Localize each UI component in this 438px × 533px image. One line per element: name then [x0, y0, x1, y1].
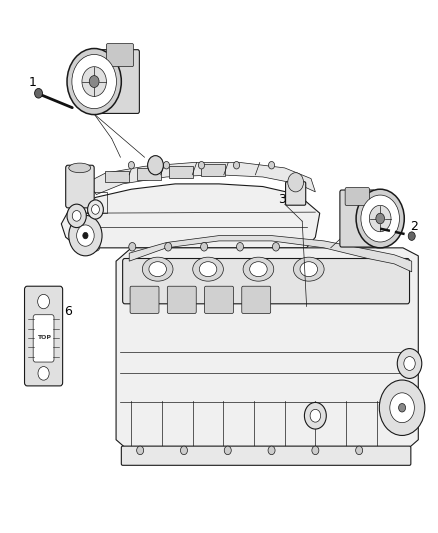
Ellipse shape — [149, 262, 166, 277]
Circle shape — [268, 161, 275, 169]
Ellipse shape — [199, 262, 217, 277]
FancyBboxPatch shape — [101, 50, 139, 114]
Circle shape — [163, 161, 170, 169]
Circle shape — [268, 446, 275, 455]
Circle shape — [93, 243, 100, 251]
Circle shape — [69, 215, 102, 256]
FancyBboxPatch shape — [345, 188, 370, 206]
Circle shape — [88, 200, 103, 219]
Circle shape — [379, 380, 425, 435]
Polygon shape — [137, 168, 161, 180]
Circle shape — [233, 161, 240, 169]
Polygon shape — [169, 166, 193, 178]
Polygon shape — [105, 171, 129, 182]
Circle shape — [35, 88, 42, 98]
Circle shape — [82, 67, 106, 96]
FancyBboxPatch shape — [25, 286, 63, 386]
Circle shape — [237, 243, 244, 251]
Circle shape — [77, 225, 94, 246]
Circle shape — [369, 205, 391, 232]
Polygon shape — [116, 248, 418, 453]
FancyBboxPatch shape — [167, 286, 196, 313]
Ellipse shape — [300, 262, 318, 277]
Text: 6: 6 — [64, 305, 72, 318]
Circle shape — [312, 446, 319, 455]
Circle shape — [38, 294, 49, 309]
Circle shape — [67, 49, 121, 115]
Polygon shape — [61, 184, 320, 248]
FancyBboxPatch shape — [340, 190, 374, 247]
Circle shape — [356, 446, 363, 455]
Polygon shape — [88, 163, 315, 195]
FancyBboxPatch shape — [106, 44, 134, 67]
FancyBboxPatch shape — [66, 165, 94, 208]
Circle shape — [310, 409, 321, 422]
Circle shape — [399, 403, 406, 412]
Text: 3: 3 — [279, 193, 286, 206]
Text: TOP: TOP — [37, 335, 50, 341]
Circle shape — [408, 232, 415, 240]
Circle shape — [137, 446, 144, 455]
Circle shape — [72, 54, 117, 109]
FancyBboxPatch shape — [205, 286, 233, 313]
FancyBboxPatch shape — [123, 259, 410, 304]
FancyBboxPatch shape — [286, 182, 306, 205]
Ellipse shape — [250, 262, 267, 277]
Circle shape — [201, 243, 208, 251]
Ellipse shape — [69, 163, 91, 173]
Circle shape — [376, 213, 385, 224]
Circle shape — [92, 205, 99, 214]
Circle shape — [224, 446, 231, 455]
Polygon shape — [129, 236, 412, 272]
Circle shape — [304, 402, 326, 429]
Ellipse shape — [142, 257, 173, 281]
Circle shape — [356, 189, 404, 248]
Circle shape — [272, 243, 279, 251]
Polygon shape — [201, 164, 225, 176]
Ellipse shape — [243, 257, 274, 281]
Circle shape — [397, 349, 422, 378]
FancyBboxPatch shape — [130, 286, 159, 313]
Circle shape — [128, 161, 134, 169]
Circle shape — [148, 156, 163, 175]
FancyBboxPatch shape — [121, 446, 411, 465]
Circle shape — [198, 161, 205, 169]
Circle shape — [38, 367, 49, 380]
Circle shape — [404, 357, 415, 370]
Circle shape — [165, 243, 172, 251]
FancyBboxPatch shape — [33, 314, 54, 362]
Circle shape — [67, 204, 86, 228]
Circle shape — [180, 446, 187, 455]
Circle shape — [89, 76, 99, 87]
Ellipse shape — [193, 257, 223, 281]
Text: 2: 2 — [410, 220, 418, 233]
FancyBboxPatch shape — [242, 286, 271, 313]
Circle shape — [83, 232, 88, 239]
Circle shape — [288, 173, 304, 192]
Circle shape — [72, 211, 81, 221]
Text: 1: 1 — [29, 76, 37, 89]
Circle shape — [390, 393, 414, 423]
Ellipse shape — [293, 257, 324, 281]
Circle shape — [361, 195, 399, 242]
Circle shape — [129, 243, 136, 251]
